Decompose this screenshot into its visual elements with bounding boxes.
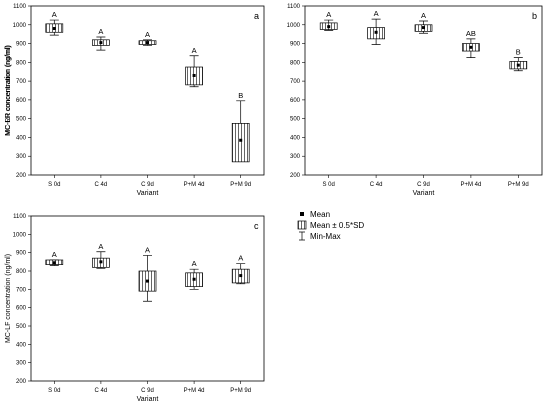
legend-minmax-whisker: [299, 231, 305, 241]
y-tick-label: 200: [290, 173, 301, 179]
x-axis-label: Variant: [137, 396, 159, 403]
y-tick-label: 1100: [13, 214, 27, 220]
panel-label: c: [254, 221, 259, 231]
mean-point: [52, 27, 56, 31]
mean-point: [52, 261, 56, 265]
x-axis-label: Variant: [137, 190, 159, 197]
group-letter: A: [98, 242, 103, 251]
y-tick-label: 500: [16, 117, 27, 123]
x-tick-label: P+M 9d: [230, 182, 251, 188]
y-tick-label: 1000: [287, 23, 301, 29]
legend: Mean Mean ± 0.5*SD Min-Max: [297, 210, 364, 241]
y-tick-label: 700: [16, 287, 27, 293]
y-tick-label: 800: [16, 60, 27, 66]
x-tick-label: C 9d: [141, 182, 154, 188]
y-tick-label: 600: [16, 306, 27, 312]
y-tick-label: 600: [16, 98, 27, 104]
mean-point: [327, 25, 331, 29]
x-tick-label: C 4d: [95, 182, 108, 188]
mean-point: [192, 73, 196, 77]
x-tick-label: C 4d: [370, 182, 383, 188]
group-letter: A: [52, 10, 57, 19]
group-letter: A: [145, 245, 150, 254]
x-tick-label: P+M 4d: [184, 388, 205, 394]
mean-point: [516, 63, 520, 67]
y-tick-label: 500: [16, 324, 27, 330]
panel-label: a: [254, 11, 259, 21]
mean-point: [469, 45, 473, 49]
group-letter: A: [98, 27, 103, 36]
plot-frame: [30, 5, 265, 176]
y-tick-label: 800: [290, 60, 301, 66]
mean-point: [239, 274, 243, 278]
x-tick-label: S 0d: [48, 182, 60, 188]
legend-mean-label: Mean: [310, 210, 330, 219]
mean-point: [146, 41, 149, 45]
y-tick-label: 300: [16, 154, 27, 160]
x-axis-label: Variant: [413, 190, 435, 197]
y-tick-label: 400: [16, 135, 27, 141]
y-tick-label: 1000: [13, 232, 27, 238]
mean-point: [192, 277, 196, 281]
group-letter: A: [192, 259, 197, 268]
group-letter: A: [192, 46, 197, 55]
x-tick-label: P+M 4d: [184, 182, 205, 188]
legend-sd-label: Mean ± 0.5*SD: [310, 221, 364, 230]
mean-point: [422, 26, 425, 30]
x-tick-label: P+M 9d: [230, 388, 251, 394]
group-letter: A: [374, 9, 379, 18]
group-letter: B: [238, 91, 243, 100]
group-letter: A: [52, 250, 57, 259]
mean-point: [99, 260, 103, 264]
y-tick-label: 500: [290, 117, 301, 123]
chart-panel-b: 200 300 400 500 600 700 800 900 1000 1100 S 0d C 4d…: [5, 4, 543, 197]
legend-mean-marker: [300, 212, 304, 216]
y-tick-label: 200: [16, 379, 27, 385]
x-tick-label: S 0d: [323, 182, 335, 188]
y-tick-label: 900: [16, 42, 27, 48]
group-letter: B: [516, 48, 521, 57]
mean-point: [239, 138, 243, 142]
legend-sd-box: [297, 220, 307, 230]
x-tick-label: P+M 9d: [508, 182, 529, 188]
x-tick-label: C 9d: [417, 182, 430, 188]
x-tick-label: C 4d: [95, 388, 108, 394]
y-tick-label: 300: [290, 154, 301, 160]
group-letter: A: [421, 11, 426, 20]
y-tick-label: 1100: [13, 4, 27, 10]
panel-label: b: [532, 11, 537, 21]
y-tick-label: 400: [16, 342, 27, 348]
chart-panel-c: 200 300 400 500 600 700 800 900 1000 1100 S 0d C 4d…: [5, 214, 265, 403]
y-tick-label: 700: [16, 79, 27, 85]
y-axis-label: MC-RR concentration (ng/ml): [5, 45, 12, 136]
group-letter: AB: [466, 29, 476, 38]
y-tick-label: 900: [16, 251, 27, 257]
y-tick-label: 800: [16, 269, 27, 275]
x-tick-label: P+M 4d: [460, 182, 481, 188]
y-axis-label: MC-LR concentration (ng/ml): [5, 46, 12, 136]
y-tick-label: 400: [290, 135, 301, 141]
y-tick-label: 1000: [13, 23, 27, 29]
legend-minmax-label: Min-Max: [310, 232, 341, 241]
mean-point: [374, 30, 378, 34]
y-tick-label: 300: [16, 361, 27, 367]
y-tick-label: 900: [290, 42, 301, 48]
mean-point: [99, 41, 103, 45]
chart-panel-a: 200 300 400 500 600 700 800 900 1000 1100 S 0d C 4d…: [5, 4, 265, 197]
group-letter: A: [145, 30, 150, 39]
y-tick-label: 700: [290, 79, 301, 85]
box-sd: [231, 123, 250, 163]
mean-point: [146, 279, 149, 283]
x-tick-label: C 9d: [141, 388, 154, 394]
group-letter: A: [238, 254, 243, 263]
y-tick-label: 600: [290, 98, 301, 104]
x-tick-label: S 0d: [48, 388, 60, 394]
y-axis-label: MC-LF concentration (ng/ml): [5, 254, 12, 343]
y-tick-label: 200: [16, 173, 27, 179]
y-tick-label: 1100: [287, 4, 301, 10]
group-letter: A: [326, 10, 331, 19]
